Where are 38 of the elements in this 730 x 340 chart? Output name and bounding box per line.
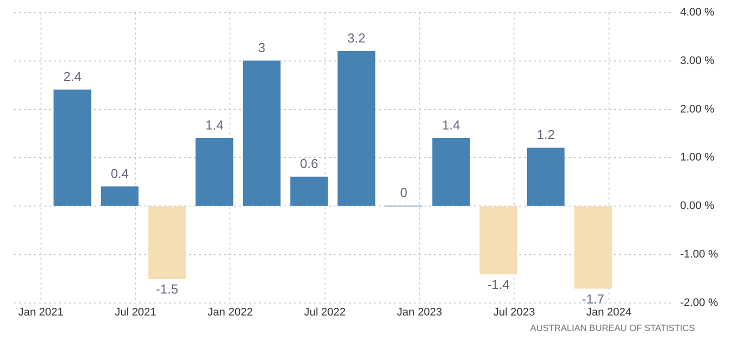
bar	[290, 176, 328, 206]
data-label: 0.4	[110, 166, 129, 181]
bar	[432, 138, 470, 206]
data-label: 0	[400, 185, 408, 200]
data-label: 3	[258, 40, 266, 56]
data-label: 1.4	[442, 117, 460, 132]
x-tick-label: Jan 2022	[208, 306, 253, 318]
data-label: -1.4	[487, 276, 510, 292]
y-tick-label: -2.00 %	[680, 296, 718, 309]
y-tick-label: 4.00 %	[680, 6, 715, 19]
data-label: 2.4	[63, 69, 82, 84]
x-tick-label: Jul 2021	[114, 306, 156, 318]
y-tick-label: -1.00 %	[680, 248, 718, 260]
y-tick-label: 0.00 %	[680, 200, 715, 212]
y-tick-label: 3.00 %	[680, 55, 715, 67]
bar	[574, 206, 612, 289]
x-tick-label: Jan 2024	[586, 306, 632, 318]
data-label: 0.6	[300, 156, 318, 172]
data-label: 1.4	[205, 117, 224, 132]
text: AUSTRALIAN BUREAU OF STATISTICS	[530, 322, 695, 333]
data-label: 3.2	[347, 30, 366, 46]
data-label: -1.5	[156, 282, 178, 297]
x-tick-label: Jul 2023	[493, 306, 535, 318]
x-tick-label: Jul 2022	[304, 306, 346, 318]
bar	[100, 186, 139, 206]
x-tick-label: Jan 2023	[396, 306, 442, 318]
data-label: -1.7	[582, 291, 604, 306]
bar	[54, 90, 92, 206]
bar	[480, 206, 518, 274]
y-tick-label: 2.00 %	[680, 103, 715, 116]
bar	[242, 60, 281, 206]
bar	[338, 50, 376, 206]
bar	[196, 138, 234, 206]
data-label: 1.2	[536, 127, 555, 142]
bar	[148, 206, 186, 279]
bar	[526, 148, 565, 206]
x-tick-label: Jan 2021	[18, 306, 64, 318]
y-tick-label: 1.00 %	[680, 152, 715, 164]
